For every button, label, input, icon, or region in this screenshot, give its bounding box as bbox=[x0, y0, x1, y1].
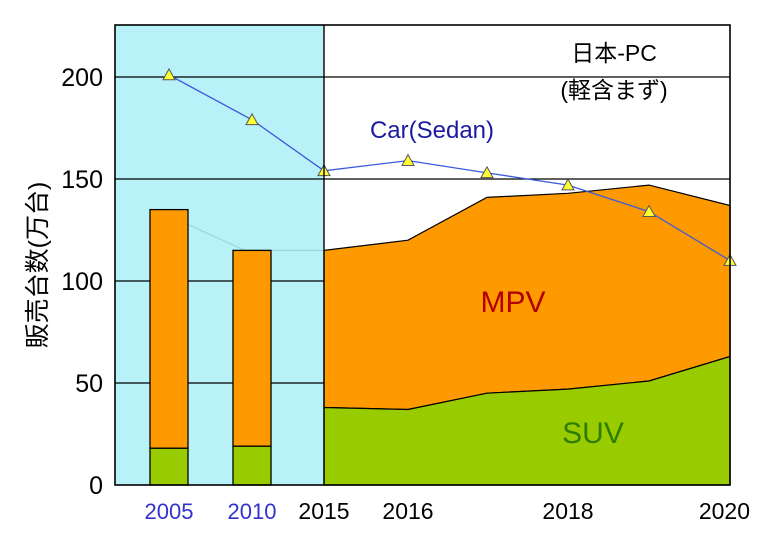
bar-suv-2005 bbox=[149, 447, 189, 486]
point-car-2010 bbox=[245, 112, 259, 126]
point-car-2016 bbox=[401, 153, 415, 166]
bar-suv-2010 bbox=[232, 445, 272, 486]
plot-frame bbox=[114, 24, 731, 486]
point-car-2019 bbox=[642, 204, 656, 217]
y-axis-label: 販売台数(万台) bbox=[24, 182, 52, 349]
x-tick-2005: 2005 bbox=[145, 499, 194, 524]
bar-mpv-2010 bbox=[232, 249, 272, 447]
annotation-line-2: (軽含まず) bbox=[560, 77, 667, 103]
line-car-sedan bbox=[168, 74, 731, 262]
y-tick-100: 100 bbox=[61, 268, 103, 296]
label-car-sedan: Car(Sedan) bbox=[370, 117, 494, 144]
x-tick-2015: 2015 bbox=[298, 498, 349, 524]
x-tick-2016: 2016 bbox=[382, 498, 433, 524]
y-tick-150: 150 bbox=[61, 166, 103, 194]
history-region bbox=[115, 25, 324, 485]
x-tick-2010: 2010 bbox=[228, 499, 277, 524]
annotation-line-1: 日本-PC bbox=[571, 40, 657, 66]
point-car-2005 bbox=[162, 67, 176, 81]
y-tick-200: 200 bbox=[61, 64, 103, 92]
point-car-2017 bbox=[480, 165, 494, 179]
label-suv: SUV bbox=[562, 417, 624, 450]
y-tick-0: 0 bbox=[89, 472, 103, 500]
label-mpv: MPV bbox=[480, 286, 545, 319]
bar-mpv-2005 bbox=[149, 208, 189, 449]
point-car-2018 bbox=[561, 178, 575, 191]
x-tick-2018: 2018 bbox=[542, 498, 593, 524]
x-tick-2020: 2020 bbox=[699, 498, 750, 524]
y-tick-50: 50 bbox=[75, 370, 103, 398]
